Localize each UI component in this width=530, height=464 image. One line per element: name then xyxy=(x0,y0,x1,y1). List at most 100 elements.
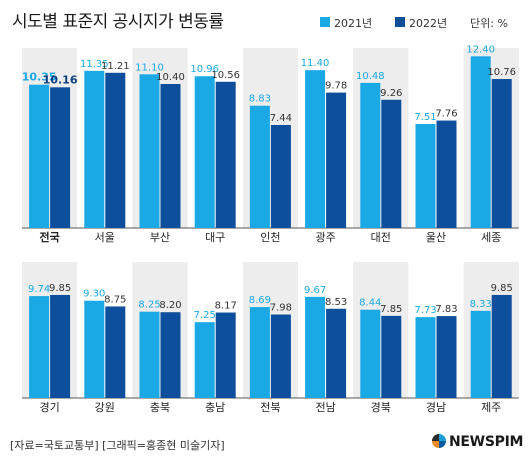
bar-2021-전북 xyxy=(249,307,270,398)
bar-2021-부산 xyxy=(139,74,160,228)
bar-2022-충남 xyxy=(215,312,236,398)
data-label-2022-인천: 7.44 xyxy=(270,113,292,124)
logo-mark-icon xyxy=(432,434,446,448)
chart-legend: 2021년 2022년 xyxy=(0,14,530,30)
category-label-광주: 광주 xyxy=(315,231,335,244)
bar-2022-경북 xyxy=(381,315,402,398)
category-label-서울: 서울 xyxy=(95,231,115,244)
bar-2021-광주 xyxy=(305,70,326,229)
data-label-2022-대구: 10.56 xyxy=(211,70,240,81)
unit-label: 단위: % xyxy=(470,17,508,30)
bar-2022-제주 xyxy=(491,294,512,398)
bar-2022-전북 xyxy=(270,314,291,398)
data-label-2022-전국: 10.16 xyxy=(43,73,78,86)
bar-2021-울산 xyxy=(415,124,436,228)
data-label-2021-강원: 9.30 xyxy=(83,289,105,300)
bar-2021-충북 xyxy=(139,311,160,398)
bar-2022-대구 xyxy=(215,81,236,229)
data-label-2021-충북: 8.25 xyxy=(138,300,160,311)
data-label-2021-광주: 11.40 xyxy=(301,58,330,69)
bar-2022-세종 xyxy=(491,79,512,228)
data-label-2022-경북: 7.85 xyxy=(380,304,402,315)
bar-2021-대구 xyxy=(194,76,215,228)
category-label-경기: 경기 xyxy=(39,401,59,414)
category-label-전남: 전남 xyxy=(315,401,335,414)
data-label-2021-경기: 9.74 xyxy=(28,284,50,295)
data-label-2022-강원: 8.75 xyxy=(104,294,126,305)
data-label-2021-부산: 11.10 xyxy=(135,62,164,73)
bar-2022-울산 xyxy=(436,120,457,228)
bar-2022-부산 xyxy=(160,84,181,228)
data-label-2022-광주: 9.78 xyxy=(325,81,347,92)
bar-2021-경남 xyxy=(415,317,436,398)
newspim-logo: NEWSPIM xyxy=(432,434,523,450)
legend-swatch-2022 xyxy=(395,17,405,27)
bar-2022-전국 xyxy=(50,87,71,228)
category-label-부산: 부산 xyxy=(150,231,170,244)
data-label-2022-세종: 10.76 xyxy=(487,67,516,78)
category-label-대구: 대구 xyxy=(205,231,225,244)
bar-2022-경남 xyxy=(436,316,457,398)
bar-2021-강원 xyxy=(84,300,105,398)
data-label-2021-인천: 8.83 xyxy=(249,94,271,105)
data-label-2021-대전: 10.48 xyxy=(356,71,385,82)
category-label-세종: 세종 xyxy=(481,231,501,244)
data-label-2022-충남: 8.17 xyxy=(215,301,237,312)
source-credit: [자료=국토교통부] [그래픽=홍종현 미술기자] xyxy=(10,439,225,452)
category-label-인천: 인천 xyxy=(260,230,280,244)
data-label-2021-서울: 11.35 xyxy=(80,59,109,70)
logo-text: NEWSPIM xyxy=(449,434,524,450)
data-label-2021-전국: 10.35 xyxy=(22,71,57,84)
data-label-2022-전북: 7.98 xyxy=(270,303,292,314)
bar-2022-광주 xyxy=(326,92,347,228)
bar-2021-서울 xyxy=(84,70,105,228)
category-label-경북: 경북 xyxy=(371,401,391,414)
bar-2021-경북 xyxy=(360,309,381,398)
category-label-울산: 울산 xyxy=(426,231,446,244)
data-label-2021-세종: 12.40 xyxy=(466,44,495,55)
bar-2022-전남 xyxy=(326,308,347,398)
category-label-전북: 전북 xyxy=(260,401,280,414)
bar-2021-경기 xyxy=(29,296,50,398)
data-label-2021-전북: 8.69 xyxy=(249,295,271,306)
data-label-2021-충남: 7.25 xyxy=(194,310,216,321)
data-label-2021-울산: 7.51 xyxy=(414,112,436,123)
data-label-2022-서울: 11.21 xyxy=(101,61,130,72)
category-label-전국: 전국 xyxy=(39,230,59,244)
bar-2021-세종 xyxy=(470,56,491,228)
chart-title: 시도별 표준지 공시지가 변동률 xyxy=(12,12,224,32)
category-label-제주: 제주 xyxy=(481,401,501,414)
bar-2021-전국 xyxy=(29,84,50,228)
bar-2022-대전 xyxy=(381,99,402,229)
bar-2022-강원 xyxy=(105,306,126,398)
category-label-대전: 대전 xyxy=(371,231,391,244)
data-label-2022-경기: 9.85 xyxy=(49,283,71,294)
bar-2021-인천 xyxy=(249,105,270,228)
data-label-2022-충북: 8.20 xyxy=(159,300,181,311)
data-label-2022-경남: 7.83 xyxy=(435,304,457,315)
data-label-2022-제주: 9.85 xyxy=(491,283,513,294)
bar-2021-제주 xyxy=(470,310,491,398)
bar-2022-인천 xyxy=(270,124,291,228)
category-label-강원: 강원 xyxy=(95,401,115,414)
data-label-2021-전남: 9.67 xyxy=(304,285,326,296)
legend-label-2022: 2022년 xyxy=(409,17,448,30)
category-label-충남: 충남 xyxy=(205,401,225,414)
category-label-충북: 충북 xyxy=(150,401,170,414)
data-label-2022-대전: 9.26 xyxy=(380,88,402,99)
bar-2022-충북 xyxy=(160,312,181,398)
data-label-2021-대구: 10.96 xyxy=(190,64,219,75)
legend-label-2021: 2021년 xyxy=(334,17,373,30)
data-label-2022-전남: 8.53 xyxy=(325,297,347,308)
bar-2021-대전 xyxy=(360,82,381,229)
data-label-2021-경북: 8.44 xyxy=(359,298,381,309)
bar-2021-충남 xyxy=(194,322,215,398)
legend-swatch-2021 xyxy=(320,17,330,27)
bar-2021-전남 xyxy=(305,296,326,398)
data-label-2021-제주: 8.33 xyxy=(470,299,492,310)
category-label-경남: 경남 xyxy=(426,401,446,414)
bar-2022-경기 xyxy=(50,294,71,398)
bar-2022-서울 xyxy=(105,72,126,229)
data-label-2021-경남: 7.73 xyxy=(414,305,436,316)
